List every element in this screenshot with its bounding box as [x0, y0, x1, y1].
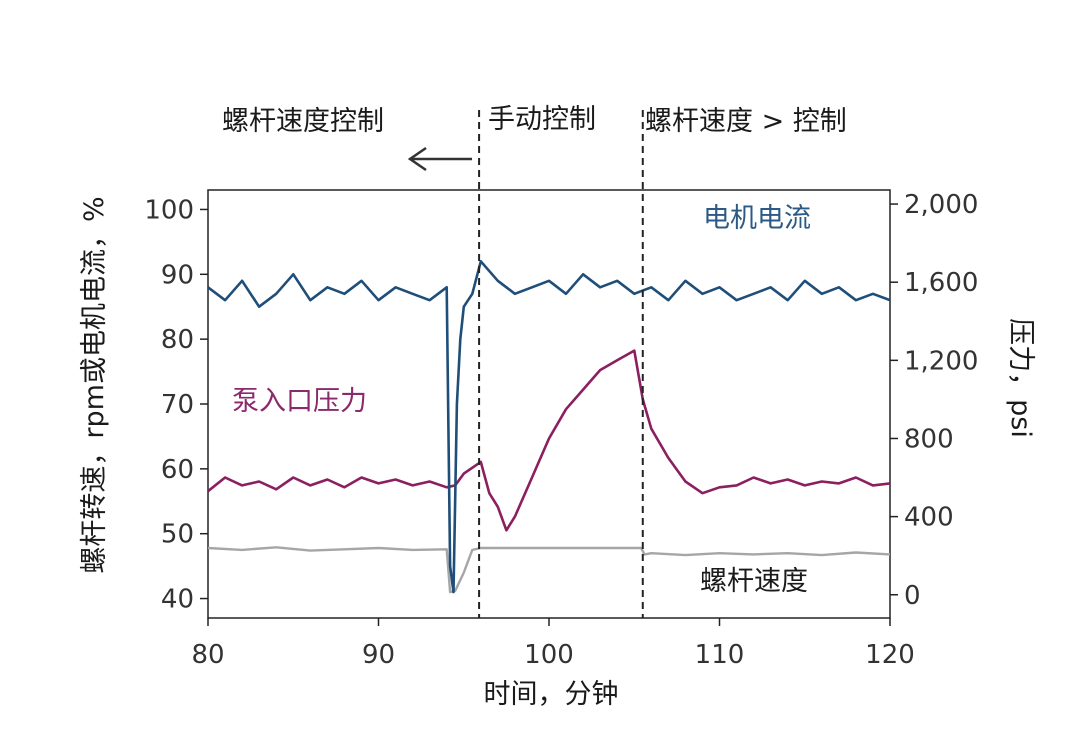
left-tick-label: 70 [161, 390, 194, 420]
series-label-screw-speed: 螺杆速度 [700, 566, 808, 597]
x-axis: 80 90 100 110 120 [191, 618, 915, 670]
left-tick-label: 100 [144, 195, 194, 225]
series-label-motor-current: 电机电流 [703, 203, 811, 234]
region-dividers [478, 110, 644, 618]
series-line-screw-speed [207, 546, 891, 594]
region-label-screw-speed-control: 螺杆速度控制 [222, 106, 384, 137]
right-tick-label: 2,000 [904, 190, 978, 220]
right-tick-label: 1,200 [904, 346, 978, 376]
right-y-axis-title: 压力，psi [1005, 318, 1036, 438]
left-arrow-icon [407, 146, 472, 172]
region-label-manual-control: 手动控制 [488, 104, 596, 135]
x-tick-label: 120 [865, 640, 915, 670]
left-y-axis: 40 50 60 70 80 90 100 [144, 195, 208, 615]
right-tick-label: 800 [904, 424, 954, 454]
x-tick-label: 90 [362, 640, 395, 670]
region-label-screw-speed-gt-control: 螺杆速度 > 控制 [645, 106, 847, 137]
x-tick-label: 80 [191, 640, 224, 670]
left-tick-label: 50 [161, 520, 194, 550]
left-tick-label: 90 [161, 260, 194, 290]
series-label-suction-pressure: 泵入口压力 [232, 386, 367, 417]
series-line-suction-pressure [207, 349, 891, 532]
right-tick-label: 400 [904, 503, 954, 533]
left-y-axis-title: 螺杆转速，rpm或电机电流，% [79, 196, 110, 573]
series-line-motor-current [207, 259, 891, 594]
left-tick-label: 60 [161, 455, 194, 485]
series-layer [207, 259, 891, 594]
left-tick-label: 80 [161, 325, 194, 355]
x-tick-label: 110 [695, 640, 745, 670]
x-tick-label: 100 [524, 640, 574, 670]
right-y-axis: 0 400 800 1,200 1,600 2,000 [890, 190, 978, 611]
x-axis-title: 时间，分钟 [484, 679, 619, 710]
left-tick-label: 40 [161, 585, 194, 615]
right-tick-label: 0 [904, 581, 921, 611]
right-tick-label: 1,600 [904, 268, 978, 298]
